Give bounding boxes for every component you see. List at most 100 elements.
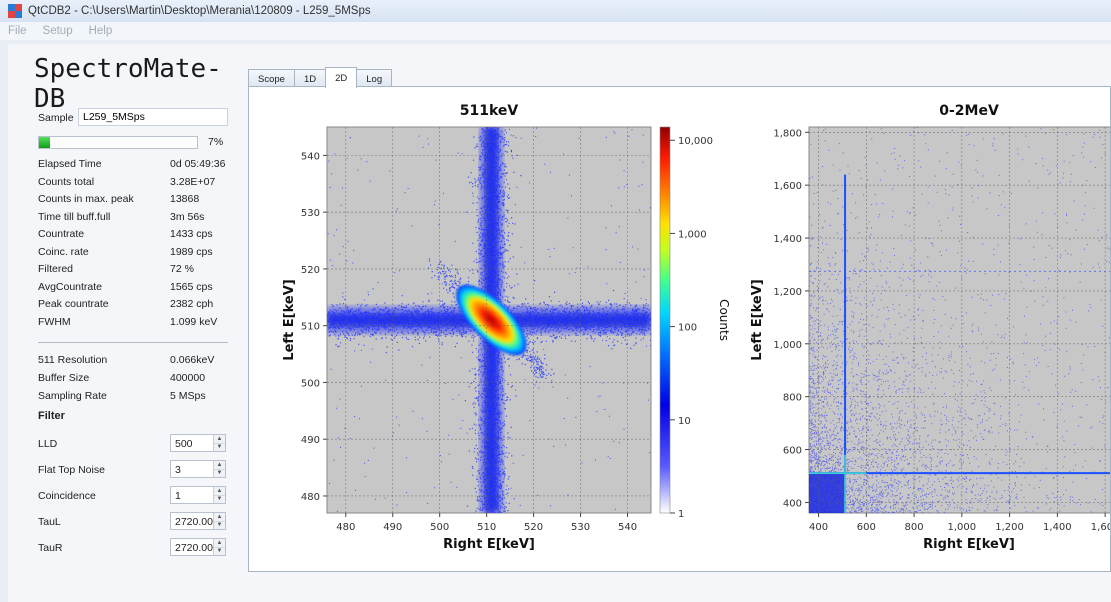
filter-flat-top-noise: Flat Top Noise 3 ▲ ▼ (38, 458, 233, 484)
spin-down-icon[interactable]: ▼ (216, 496, 223, 502)
stat-value: 5 MSps (170, 390, 206, 402)
stat-value: 2382 cph (170, 298, 214, 310)
filter-label: Flat Top Noise (38, 464, 105, 476)
colorbar-tick-label: 1,000 (678, 229, 707, 240)
progress-fill (39, 137, 51, 148)
y-tick-label: 540 (301, 151, 320, 162)
spinbox-value[interactable]: 2720.00 (175, 516, 213, 528)
filter-taur: TauR 2720.00 ▲ ▼ (38, 536, 233, 562)
spin-down-icon[interactable]: ▼ (216, 470, 223, 476)
heatmap-data (327, 127, 651, 513)
colorbar-tick-label: 100 (678, 323, 697, 334)
filter-coincidence: Coincidence 1 ▲ ▼ (38, 484, 233, 510)
taur-spinbox[interactable]: 2720.00 ▲ ▼ (170, 538, 226, 556)
spinbox-value[interactable]: 500 (175, 438, 193, 450)
x-tick-label: 530 (571, 522, 590, 533)
x-tick-label: 600 (857, 522, 876, 533)
y-tick-label: 490 (301, 435, 320, 446)
tab-2d[interactable]: 2D (325, 67, 358, 88)
flat-top-noise-spinbox[interactable]: 3 ▲ ▼ (170, 460, 226, 478)
peak-ellipse (456, 284, 527, 356)
stat-value: 3.28E+07 (170, 175, 216, 188)
y-axis-label: Left E[keV] (750, 279, 765, 360)
stat-label: Sampling Rate (38, 390, 107, 402)
y-tick-label: 480 (301, 492, 320, 503)
stat-value: 400000 (170, 372, 206, 384)
spin-up-icon[interactable]: ▲ (214, 539, 225, 548)
chart-title: 0-2MeV (939, 103, 999, 119)
spin-down-icon[interactable]: ▼ (216, 548, 223, 554)
x-tick-label: 400 (809, 522, 828, 533)
spinbox-buttons: ▲ ▼ (213, 461, 225, 477)
window-title: QtCDB2 - C:\Users\Martin\Desktop\Merania… (28, 5, 371, 17)
x-tick-label: 500 (430, 522, 449, 533)
stat-label: AvgCountrate (38, 280, 103, 293)
x-tick-label: 1,600 (1091, 522, 1110, 533)
stat-label: Filtered (38, 263, 74, 275)
spinbox-buttons: ▲ ▼ (213, 513, 225, 529)
stat-label: Counts in max. peak (38, 193, 134, 205)
stat-511-resolution: 511 Resolution 0.066keV (38, 352, 233, 370)
y-tick-label: 510 (301, 322, 320, 333)
colorbar-tick-label: 10 (678, 416, 691, 427)
spin-up-icon[interactable]: ▲ (214, 513, 225, 522)
spin-down-icon[interactable]: ▼ (216, 444, 223, 450)
status-panel: SpectroMate-DB Sample 7% Elapsed Time 0d … (8, 44, 240, 602)
stat-avg-countrate: AvgCountrate 1565 cps (38, 279, 233, 297)
spin-down-icon[interactable]: ▼ (216, 522, 223, 528)
peak-blob (456, 284, 527, 356)
x-tick-label: 540 (618, 522, 637, 533)
stat-filtered: Filtered 72 % (38, 261, 233, 279)
spinbox-buttons: ▲ ▼ (213, 487, 225, 503)
stat-countrate: Countrate 1433 cps (38, 226, 233, 244)
x-tick-label: 480 (336, 522, 355, 533)
x-tick-label: 490 (383, 522, 402, 533)
colorbar: 1 10 100 1,000 10,000 Counts (659, 126, 731, 520)
y-tick-label: 520 (301, 265, 320, 276)
filter-lld: LLD 500 ▲ ▼ (38, 432, 233, 458)
spin-up-icon[interactable]: ▲ (214, 435, 225, 444)
stats-list: Elapsed Time 0d 05:49:36 Counts total 3.28… (38, 156, 233, 331)
stat-value: 1433 cps (170, 228, 213, 240)
x-axis-label: Right E[keV] (923, 537, 1015, 552)
y-axis-label: Left E[keV] (282, 279, 297, 360)
x-tick-label: 1,000 (948, 522, 977, 533)
stat-value: 1989 cps (170, 245, 213, 258)
plots-group: 480 490 500 510 520 530 540 480 490 500 510 520 530 5… (282, 103, 1111, 552)
lld-spinbox[interactable]: 500 ▲ ▼ (170, 434, 226, 452)
app-icon (8, 4, 22, 18)
stat-counts-max-peak: Counts in max. peak 13868 (38, 191, 233, 209)
chart-title: 511keV (460, 103, 519, 119)
divider (38, 342, 228, 343)
x-tick-label: 1,200 (995, 522, 1024, 533)
plots-area: 480 490 500 510 520 530 540 480 490 500 510 520 530 5… (282, 103, 1111, 552)
filter-label: LLD (38, 438, 58, 450)
menubar: File Setup Help (0, 22, 1111, 40)
spinbox-value[interactable]: 1 (175, 490, 181, 502)
spinbox-value[interactable]: 3 (175, 464, 181, 476)
taul-spinbox[interactable]: 2720.00 ▲ ▼ (170, 512, 226, 530)
filter-label: TauR (38, 542, 63, 554)
sample-input[interactable] (78, 108, 228, 126)
acquisition-progress-bar (38, 136, 198, 149)
spin-up-icon[interactable]: ▲ (214, 461, 225, 470)
stat-value: 3m 56s (170, 210, 205, 223)
window-titlebar: QtCDB2 - C:\Users\Martin\Desktop\Merania… (0, 0, 1111, 22)
coincidence-spinbox[interactable]: 1 ▲ ▼ (170, 486, 226, 504)
filter-fields: LLD 500 ▲ ▼ Flat Top Noise 3 ▲ ▼ Coinciden… (38, 432, 233, 562)
y-tick-label: 500 (301, 378, 320, 389)
y-tick-label: 1,600 (773, 181, 802, 192)
y-tick-label: 600 (783, 446, 802, 457)
colorbar-gradient (659, 126, 671, 514)
sample-label: Sample (38, 112, 74, 124)
stat-fwhm: FWHM 1.099 keV (38, 314, 233, 332)
grid (323, 127, 651, 517)
stat-label: Coinc. rate (38, 245, 89, 258)
stat-value: 1565 cps (170, 280, 213, 293)
menu-file[interactable]: File (8, 25, 27, 37)
stat-sampling-rate: Sampling Rate 5 MSps (38, 388, 233, 406)
spinbox-value[interactable]: 2720.00 (175, 542, 213, 554)
spin-up-icon[interactable]: ▲ (214, 487, 225, 496)
menu-help[interactable]: Help (88, 25, 113, 37)
menu-setup[interactable]: Setup (42, 25, 73, 37)
